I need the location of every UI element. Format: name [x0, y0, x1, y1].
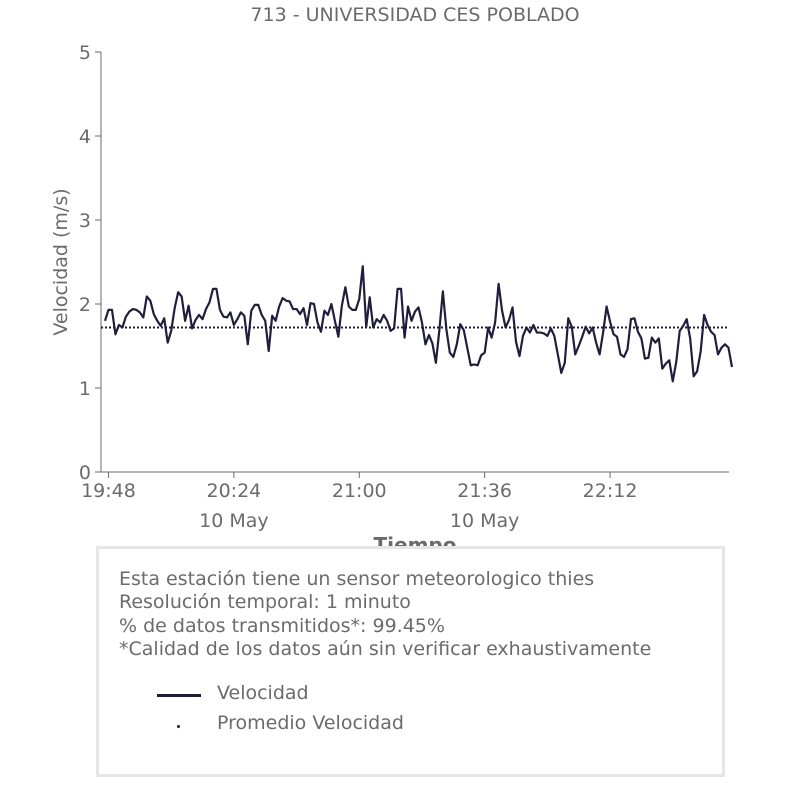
- chart-title: 713 - UNIVERSIDAD CES POBLADO: [250, 4, 579, 26]
- y-tick-label-0: 0: [79, 462, 91, 484]
- series-velocidad-line: [103, 265, 734, 383]
- x-tick-label-3: 21:36: [457, 480, 512, 502]
- info-line-quality-note: *Calidad de los datos aún sin verificar …: [119, 637, 652, 660]
- legend-line-swatch: [157, 694, 201, 697]
- info-line-resolution: Resolución temporal: 1 minuto: [119, 591, 411, 614]
- series-layer: [101, 265, 734, 383]
- x-tick-label-0: 19:48: [81, 480, 136, 502]
- legend-label-velocidad: Velocidad: [217, 682, 309, 704]
- x-tick-label-4: 22:12: [583, 480, 638, 502]
- info-line-transmitted: % de datos transmitidos*: 99.45%: [119, 614, 445, 637]
- y-tick-label-1: 1: [79, 378, 91, 400]
- x-tick-sublabel-3: 10 May: [450, 510, 520, 532]
- info-lines: Esta estación tiene un sensor meteorolog…: [119, 568, 651, 661]
- info-line-sensor: Esta estación tiene un sensor meteorolog…: [119, 568, 595, 590]
- y-tick-label-3: 3: [79, 210, 91, 232]
- legend-dot-swatch: [177, 725, 180, 728]
- y-axis-label: Velocidad (m/s): [50, 188, 72, 335]
- y-tick-label-4: 4: [79, 126, 91, 148]
- y-tick-label-2: 2: [79, 294, 91, 316]
- info-box: Esta estación tiene un sensor meteorolog…: [96, 546, 725, 777]
- y-tick-label-5: 5: [79, 42, 91, 64]
- x-tick-label-1: 20:24: [206, 480, 261, 502]
- legend-label-promedio: Promedio Velocidad: [217, 712, 404, 734]
- x-tick-label-2: 21:00: [332, 480, 387, 502]
- x-ticks: 19:48 20:24 10 May 21:00 21:36 10 May 22:12: [81, 472, 637, 532]
- x-tick-sublabel-1: 10 May: [199, 510, 269, 532]
- y-ticks: 0 1 2 3 4 5: [79, 42, 101, 484]
